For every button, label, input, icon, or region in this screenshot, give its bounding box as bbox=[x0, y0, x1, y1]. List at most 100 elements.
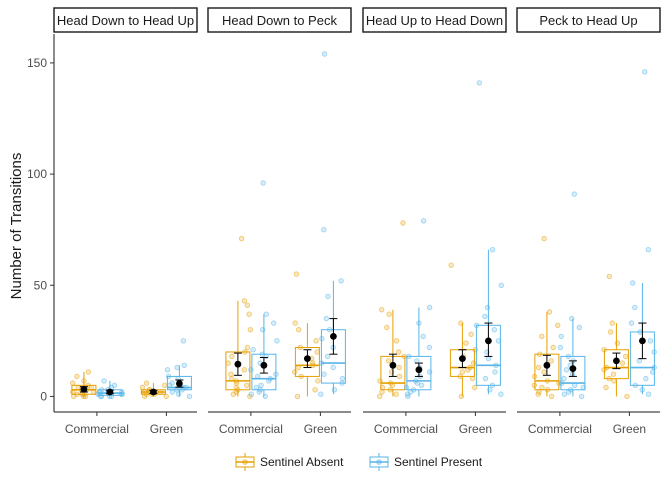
strip-label: Peck to Head Up bbox=[539, 13, 637, 28]
data-point bbox=[321, 51, 328, 57]
box bbox=[166, 375, 192, 391]
data-point bbox=[498, 391, 504, 397]
box bbox=[534, 353, 560, 391]
box-group bbox=[248, 180, 280, 400]
data-point bbox=[385, 358, 392, 364]
box-group bbox=[557, 191, 586, 400]
data-point bbox=[546, 309, 553, 315]
x-tick-label: Commercial bbox=[219, 422, 283, 436]
strip-label: Head Up to Head Down bbox=[366, 13, 503, 28]
legend: Sentinel Absent Sentinel Present bbox=[235, 453, 483, 471]
data-point bbox=[489, 246, 496, 253]
data-point bbox=[169, 389, 176, 395]
mean-point bbox=[330, 333, 337, 340]
data-point bbox=[163, 393, 169, 400]
data-point bbox=[628, 320, 635, 326]
y-tick-label: 50 bbox=[34, 278, 48, 292]
mean-point bbox=[80, 385, 88, 393]
data-point bbox=[463, 340, 469, 346]
data-point bbox=[448, 262, 454, 268]
data-point bbox=[632, 304, 638, 311]
data-point bbox=[469, 375, 476, 382]
data-point bbox=[482, 313, 488, 320]
data-point bbox=[492, 369, 498, 375]
panel-4: Peck to Head Up Commercial Green bbox=[516, 7, 661, 436]
mean-point bbox=[613, 357, 620, 365]
box-group bbox=[318, 51, 346, 397]
box-group bbox=[403, 218, 433, 400]
data-point bbox=[395, 349, 402, 355]
data-point bbox=[555, 322, 561, 328]
mean-point bbox=[150, 388, 157, 396]
data-point bbox=[330, 364, 336, 371]
data-point bbox=[228, 371, 234, 377]
data-point bbox=[174, 364, 180, 371]
box-group bbox=[473, 80, 504, 397]
data-point bbox=[643, 375, 649, 382]
data-point bbox=[393, 391, 399, 397]
data-point bbox=[400, 220, 406, 226]
data-point bbox=[274, 338, 280, 344]
data-point bbox=[563, 367, 569, 373]
data-point bbox=[253, 384, 260, 391]
mean-point bbox=[234, 360, 242, 368]
data-point bbox=[161, 382, 168, 388]
legend-entry: Sentinel Absent bbox=[235, 453, 344, 471]
data-point bbox=[314, 349, 320, 355]
data-point bbox=[323, 315, 329, 322]
mean-point bbox=[459, 355, 466, 363]
data-point bbox=[233, 384, 239, 391]
y-axis-title: Number of Transitions bbox=[8, 153, 25, 300]
panel-2: Head Down to Peck Commercial Green bbox=[207, 7, 352, 436]
data-point bbox=[377, 393, 383, 400]
data-point bbox=[610, 371, 617, 377]
data-point bbox=[491, 327, 497, 333]
box bbox=[406, 355, 432, 391]
data-point bbox=[420, 333, 426, 340]
data-point bbox=[550, 344, 556, 351]
mean-point bbox=[176, 380, 183, 387]
data-point bbox=[238, 235, 245, 242]
data-point bbox=[611, 378, 617, 384]
data-point bbox=[576, 324, 582, 331]
data-point bbox=[244, 344, 251, 351]
x-tick-label: Green bbox=[150, 422, 183, 436]
box-group bbox=[69, 369, 97, 400]
data-point bbox=[271, 320, 277, 326]
data-point bbox=[250, 347, 256, 353]
data-point bbox=[535, 364, 542, 371]
y-tick-label: 150 bbox=[27, 56, 47, 70]
legend-label: Sentinel Absent bbox=[260, 455, 344, 469]
data-point bbox=[263, 311, 269, 317]
data-point bbox=[414, 358, 420, 364]
data-point bbox=[379, 389, 385, 395]
data-point bbox=[260, 180, 266, 186]
data-point bbox=[229, 353, 235, 360]
data-point bbox=[472, 384, 478, 391]
strip-label: Head Down to Head Up bbox=[57, 13, 194, 28]
data-point bbox=[180, 338, 186, 344]
data-point bbox=[485, 355, 492, 362]
data-point bbox=[379, 307, 385, 313]
data-point bbox=[293, 271, 300, 277]
data-point bbox=[241, 367, 247, 373]
data-point bbox=[175, 391, 182, 397]
data-point bbox=[609, 320, 615, 326]
data-point bbox=[324, 353, 331, 360]
data-point bbox=[331, 387, 338, 393]
data-point bbox=[386, 311, 392, 317]
mean-point bbox=[260, 361, 268, 369]
mean-point bbox=[569, 365, 577, 373]
data-point bbox=[614, 340, 621, 346]
data-point bbox=[69, 380, 76, 386]
data-point bbox=[325, 293, 331, 300]
data-point bbox=[258, 382, 264, 388]
data-point bbox=[571, 191, 577, 197]
data-point bbox=[321, 371, 327, 377]
data-point bbox=[645, 391, 652, 397]
box-group bbox=[95, 378, 125, 400]
data-point bbox=[606, 273, 612, 280]
data-point bbox=[101, 378, 107, 384]
legend-entry: Sentinel Present bbox=[369, 453, 483, 471]
data-point bbox=[548, 393, 555, 400]
